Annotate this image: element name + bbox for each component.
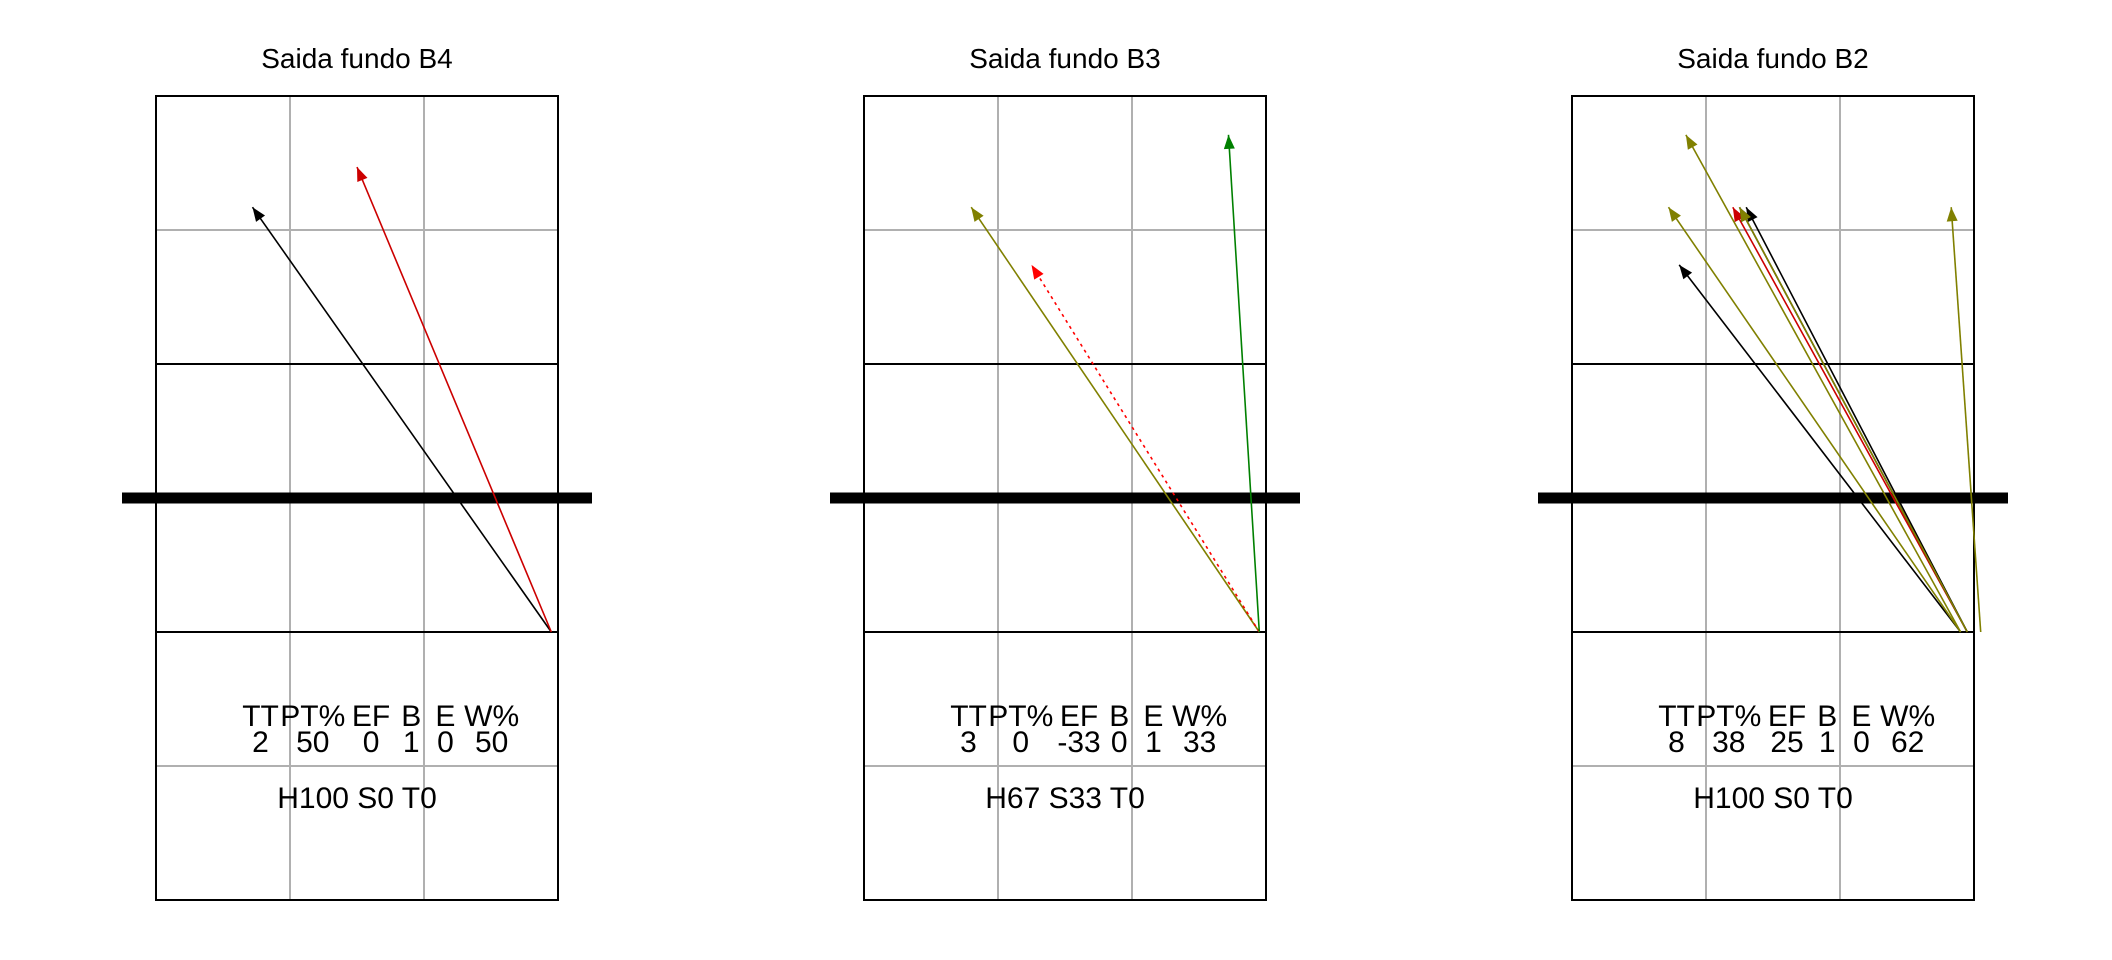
stats-value-cell: 0 xyxy=(437,726,454,759)
vector-arrow xyxy=(1678,264,1962,633)
stats-value-cell: 0 xyxy=(1111,726,1128,759)
plot-frame xyxy=(863,95,1267,901)
stats-value-cell: 50 xyxy=(296,726,329,759)
stats-value-cell: 0 xyxy=(1012,726,1029,759)
vector-line xyxy=(1667,206,1962,633)
stats-value-cell: 1 xyxy=(1145,726,1162,759)
vector-line xyxy=(251,206,552,633)
stats-header-cell: TT xyxy=(950,700,987,733)
vector-arrowhead xyxy=(1739,207,1751,223)
vector-arrow xyxy=(1738,206,1969,633)
stats-header-cell: PT% xyxy=(280,700,345,733)
stats-header-cell: TT xyxy=(1658,700,1695,733)
vector-arrowhead xyxy=(252,207,266,222)
stats-header-cell: TT xyxy=(242,700,279,733)
grid xyxy=(830,95,1300,901)
vector-arrowhead xyxy=(1946,207,1958,222)
vector-arrowhead xyxy=(1746,207,1758,223)
grid xyxy=(1538,95,2008,901)
panel-saida-fundo-b2: Saida fundo B2 TT PT% EF B E W% 8 38 25 1 0 62 H10… xyxy=(1538,43,2008,901)
panel-title: Saida fundo B3 xyxy=(969,43,1161,74)
stats-header-row: TT PT% EF B E W% xyxy=(950,700,1227,733)
panel-title: Saida fundo B4 xyxy=(261,43,453,74)
vector-arrow xyxy=(970,206,1260,633)
grid xyxy=(122,95,592,901)
stats-value-cell: 8 xyxy=(1668,726,1685,759)
vectors xyxy=(970,134,1261,633)
vector-arrowhead xyxy=(1223,134,1235,150)
panel-saida-fundo-b4: Saida fundo B4 TT PT% EF B E W% 2 50 0 1 0 50 H100… xyxy=(122,43,592,901)
vector-arrowhead xyxy=(1679,264,1693,280)
vector-line xyxy=(1030,264,1260,633)
stats-header-row: TT PT% EF B E W% xyxy=(242,700,519,733)
vectors xyxy=(251,166,553,633)
summary-text: H67 S33 T0 xyxy=(985,782,1145,815)
plot-frame xyxy=(1571,95,1975,901)
stats-values-row: 8 38 25 1 0 62 xyxy=(1668,726,1924,759)
vector-arrow xyxy=(251,206,552,633)
stats-value-cell: 3 xyxy=(960,726,977,759)
stats-value-cell: 25 xyxy=(1770,726,1803,759)
vector-line xyxy=(970,206,1260,633)
panel-saida-fundo-b3: Saida fundo B3 TT PT% EF B E W% 3 0 -33 0 1 33 H67… xyxy=(830,43,1300,901)
stats-value-cell: 38 xyxy=(1712,726,1745,759)
vector-arrow xyxy=(1946,207,1982,633)
vector-line xyxy=(1227,134,1261,633)
vector-arrowhead xyxy=(1031,264,1044,280)
stats-header-cell: E xyxy=(435,700,455,733)
vector-arrow xyxy=(356,166,553,633)
stats-header-cell: B xyxy=(1817,700,1837,733)
vector-arrow xyxy=(1030,264,1260,633)
stats-header-cell: E xyxy=(1143,700,1163,733)
stats-header-cell: EF xyxy=(1060,700,1098,733)
vector-arrowhead xyxy=(357,167,368,183)
vector-arrow xyxy=(1685,134,1962,633)
stats-values-row: 2 50 0 1 0 50 xyxy=(252,726,508,759)
stats-header-cell: E xyxy=(1851,700,1871,733)
stats-value-cell: 62 xyxy=(1891,726,1924,759)
stats-header-cell: PT% xyxy=(988,700,1053,733)
vector-arrowhead xyxy=(1685,134,1698,150)
vector-arrowhead xyxy=(971,207,984,222)
vector-arrow xyxy=(1667,206,1962,633)
vector-line xyxy=(1732,206,1969,633)
stats-header-row: TT PT% EF B E W% xyxy=(1658,700,1935,733)
vector-arrowhead xyxy=(1668,207,1681,222)
stats-header-cell: B xyxy=(401,700,421,733)
vector-line xyxy=(1678,264,1962,633)
vector-line xyxy=(1745,206,1969,633)
stats-value-cell: 0 xyxy=(1853,726,1870,759)
stats-header-cell: W% xyxy=(1172,700,1227,733)
stats-value-cell: 2 xyxy=(252,726,269,759)
stats-header-cell: W% xyxy=(464,700,519,733)
vector-line xyxy=(356,166,553,633)
stats-value-cell: 1 xyxy=(403,726,420,759)
plot-frame xyxy=(155,95,559,901)
panel-title: Saida fundo B2 xyxy=(1677,43,1869,74)
summary-text: H100 S0 T0 xyxy=(1693,782,1853,815)
stats-header-cell: EF xyxy=(1768,700,1806,733)
vector-line xyxy=(1738,206,1969,633)
stats-value-cell: 50 xyxy=(475,726,508,759)
stats-header-cell: W% xyxy=(1880,700,1935,733)
vector-line xyxy=(1685,134,1962,633)
stats-values-row: 3 0 -33 0 1 33 xyxy=(960,726,1216,759)
stats-header-cell: PT% xyxy=(1696,700,1761,733)
stats-value-cell: 0 xyxy=(363,726,380,759)
stats-value-cell: 1 xyxy=(1819,726,1836,759)
vector-line xyxy=(1950,207,1982,633)
stats-header-cell: EF xyxy=(352,700,390,733)
vector-arrow xyxy=(1732,206,1969,633)
vectors xyxy=(1667,134,1982,633)
vector-arrow xyxy=(1223,134,1261,633)
vector-arrow xyxy=(1745,206,1969,633)
stats-value-cell: -33 xyxy=(1057,726,1100,759)
stats-header-cell: B xyxy=(1109,700,1129,733)
stats-value-cell: 33 xyxy=(1183,726,1216,759)
summary-text: H100 S0 T0 xyxy=(277,782,437,815)
